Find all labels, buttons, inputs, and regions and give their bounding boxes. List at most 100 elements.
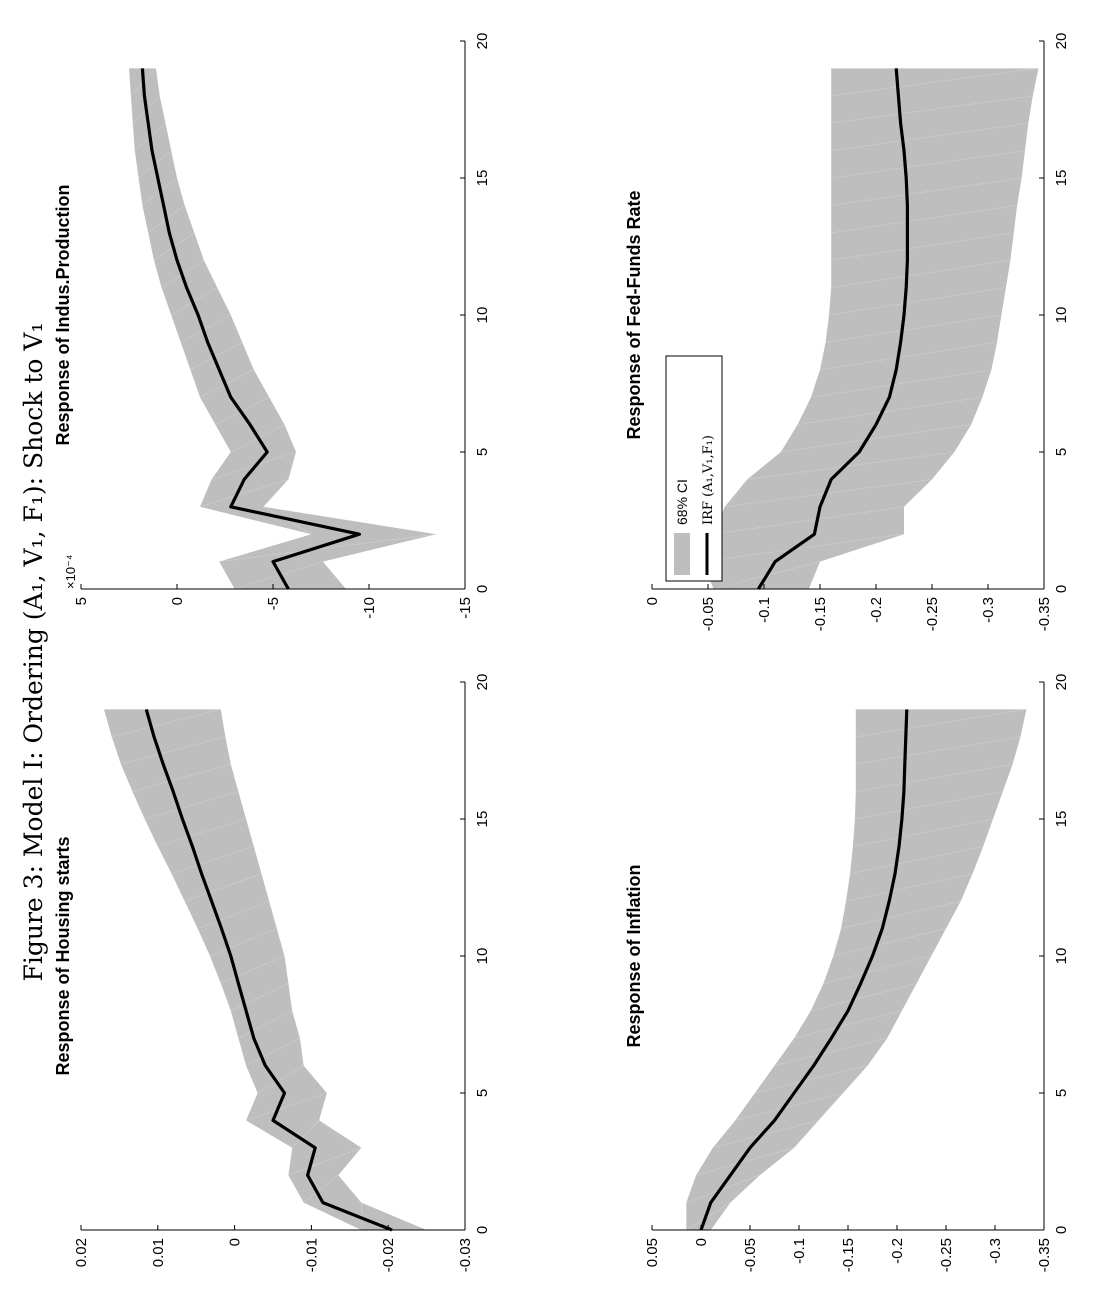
y-tick-label: -0.3 xyxy=(987,1238,1004,1264)
ci-band-seam xyxy=(754,1065,868,1094)
x-tick-label: 5 xyxy=(1053,448,1070,456)
ci-band-seam xyxy=(780,424,972,453)
y-tick-label: 0 xyxy=(169,597,186,605)
ci-band-seam xyxy=(157,818,247,847)
x-tick-label: 10 xyxy=(1053,307,1070,324)
y-tick-label: -0.15 xyxy=(812,597,829,631)
x-tick-label: 5 xyxy=(474,448,491,456)
ci-band-seam xyxy=(171,846,254,875)
ci-band-seam xyxy=(810,983,917,1012)
legend-band-swatch xyxy=(674,533,690,575)
y-tick-label: -0.03 xyxy=(457,1238,474,1272)
y-tick-label: -0.2 xyxy=(889,1238,906,1264)
y-tick-label: 0 xyxy=(693,1238,710,1246)
x-tick-label: 0 xyxy=(474,585,491,593)
ci-band-seam xyxy=(238,1010,293,1039)
irf-line xyxy=(699,709,909,1231)
ci-band-seam xyxy=(747,451,955,480)
y-tick-label: -0.3 xyxy=(980,597,997,623)
ci-band-seam xyxy=(855,709,1027,738)
ci-band-seam xyxy=(144,791,239,820)
legend-line-label: IRF (A₁,V₁,F₁) xyxy=(701,435,716,525)
ci-band-seam xyxy=(831,68,1039,97)
x-tick-label: 0 xyxy=(474,1226,491,1234)
ci-band-seam xyxy=(199,369,254,398)
x-tick-label: 15 xyxy=(474,170,491,187)
x-tick-label: 10 xyxy=(1053,948,1070,965)
y-tick-label: -0.15 xyxy=(840,1238,857,1272)
ci-band-seam xyxy=(234,561,323,590)
ci-band-seam xyxy=(686,1174,760,1203)
panels: 0.02 0.01 0 -0.01 -0.02 -0.0305101520Response… xyxy=(53,33,1070,1273)
y-tick-label: -0.02 xyxy=(380,1238,397,1272)
ci-band-seam xyxy=(845,873,973,902)
y-tick-label: -0.35 xyxy=(1036,1238,1053,1272)
y-tick-label: -0.35 xyxy=(1036,597,1053,631)
ci-band-seam xyxy=(197,900,270,929)
ci-band-seam xyxy=(849,846,984,875)
ci-band-seam xyxy=(831,205,1018,234)
legend-band-label: 68% CI xyxy=(674,479,690,525)
y-tick-label: -0.05 xyxy=(700,597,717,631)
ci-band xyxy=(686,709,1027,1230)
y-tick-label: -0.05 xyxy=(742,1238,759,1272)
legend: 68% CI IRF (A₁,V₁,F₁) xyxy=(665,355,723,582)
x-tick-label: 0 xyxy=(1053,1226,1070,1234)
chart-panel-4: 0 -0.05 -0.1 -0.15 -0.2 -0.25 -0.3 -0.350510152… xyxy=(624,33,1070,632)
ci-band-seam xyxy=(831,122,1029,151)
ci-band-seam xyxy=(794,1010,902,1039)
ci-band-seam xyxy=(819,342,998,371)
ci-band-seam xyxy=(831,259,1011,288)
ci-band-seam xyxy=(111,709,221,738)
ci-band-seam xyxy=(263,506,312,535)
irf-line xyxy=(757,68,910,590)
ci-band-seam xyxy=(184,873,262,902)
ci-band-seam xyxy=(831,232,1014,261)
ci-band-seam xyxy=(230,983,289,1012)
ci-band-seam xyxy=(291,1120,320,1149)
irf-line xyxy=(140,68,361,590)
y-tick-label: 0.05 xyxy=(644,1238,661,1267)
ci-band-seam xyxy=(171,287,218,316)
ci-band-seam xyxy=(220,955,285,984)
x-tick-label: 15 xyxy=(1053,170,1070,187)
y-tick-label: -0.25 xyxy=(924,597,941,631)
y-tick-label: -15 xyxy=(457,597,474,619)
ci-band-seam xyxy=(774,1037,888,1066)
ci-band xyxy=(104,709,427,1230)
chart-panel-3: 0.05 0 -0.05 -0.1 -0.15 -0.2 -0.25 -0.3 -0.35051… xyxy=(624,674,1070,1273)
ci-band-seam xyxy=(797,396,983,425)
ci-band-seam xyxy=(246,1092,327,1121)
ci-band-seam xyxy=(831,95,1033,124)
y-tick-label: -0.25 xyxy=(938,1238,955,1272)
ci-band-seam xyxy=(855,736,1021,765)
ci-band-seam xyxy=(702,533,905,562)
ci-band-seam xyxy=(735,1092,844,1121)
y-tick-label: -0.2 xyxy=(868,597,885,623)
y-tick-label: -5 xyxy=(265,597,282,610)
x-tick-label: 20 xyxy=(474,674,491,691)
rotated-figure: Figure 3: Model I: Ordering (A₁, V₁, F₁)… xyxy=(19,33,1070,1273)
ci-band-seam xyxy=(219,533,437,562)
ci-band-seam xyxy=(190,342,243,371)
ci-band-seam xyxy=(712,1120,819,1149)
ci-band-seam xyxy=(199,479,289,508)
ci-band-seam xyxy=(841,900,961,929)
x-tick-label: 15 xyxy=(474,811,491,828)
x-tick-label: 0 xyxy=(1053,585,1070,593)
y-scale-exponent: ×10⁻⁴ xyxy=(63,555,78,590)
ci-band-seam xyxy=(120,736,226,765)
ci-band-seam xyxy=(810,369,992,398)
ci-band-seam xyxy=(132,763,231,792)
ci-band-seam xyxy=(833,928,947,957)
y-tick-label: -0.1 xyxy=(791,1238,808,1264)
x-tick-label: 15 xyxy=(1053,811,1070,828)
chart-title: Response of Inflation xyxy=(624,864,644,1047)
y-tick-label: -0.01 xyxy=(303,1238,320,1272)
y-tick-label: 0.01 xyxy=(150,1238,167,1267)
ci-band-seam xyxy=(831,150,1026,179)
x-tick-label: 10 xyxy=(474,948,491,965)
y-tick-label: 0 xyxy=(644,597,661,605)
